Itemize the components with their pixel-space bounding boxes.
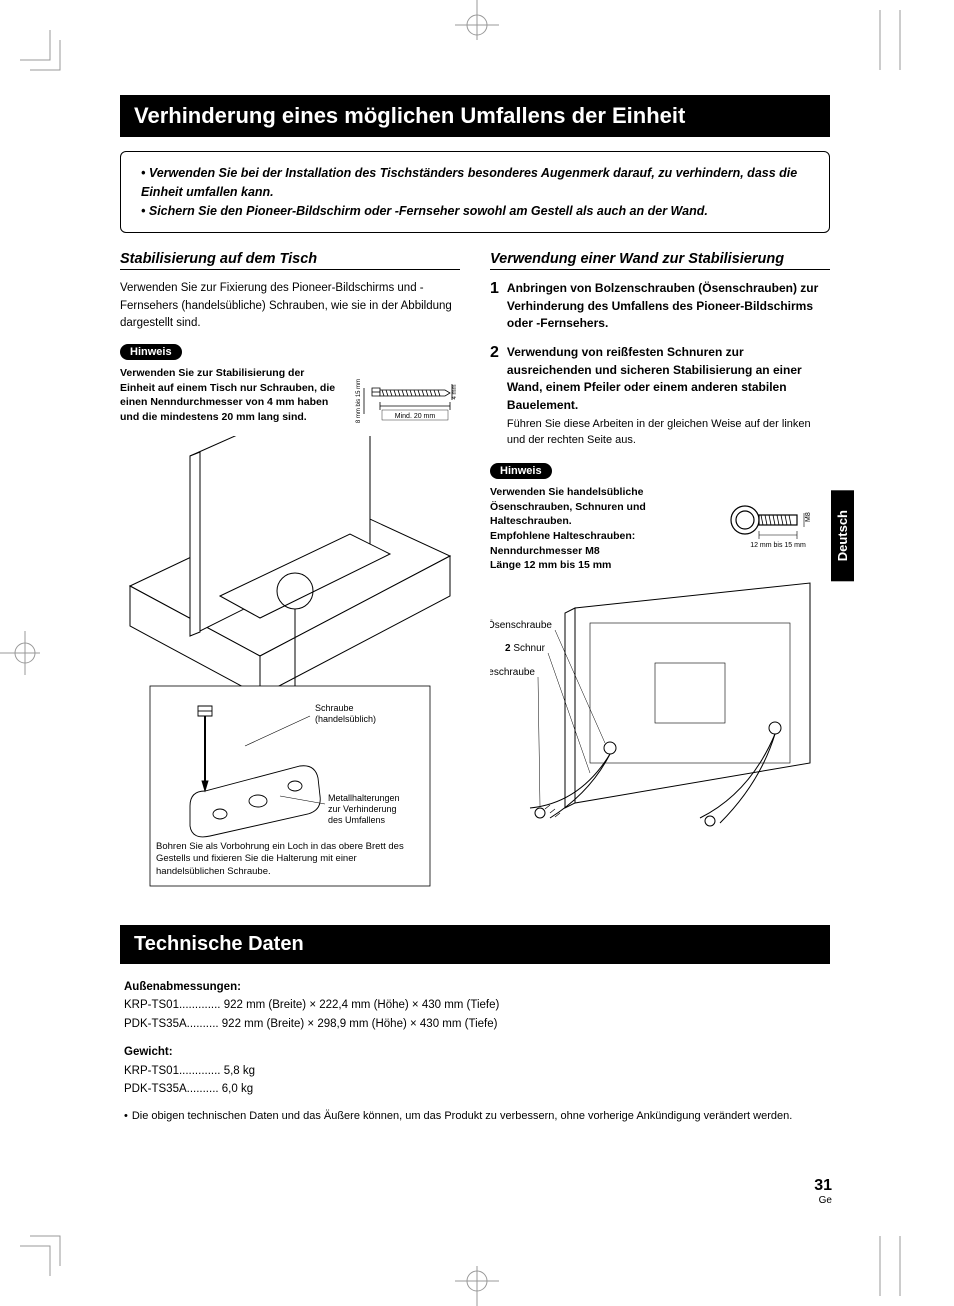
callout-bracket-1: Metallhalterungen: [328, 793, 400, 803]
warning-1: Verwenden Sie bei der Installation des T…: [141, 166, 797, 199]
right-subhead: Verwendung einer Wand zur Stabilisierung: [490, 251, 830, 270]
right-column: Verwendung einer Wand zur Stabilisierung…: [490, 251, 830, 901]
warning-2: Sichern Sie den Pioneer-Bildschirm oder …: [149, 204, 708, 218]
section-header-1: Verhinderung eines möglichen Umfallens d…: [120, 95, 830, 137]
svg-text:Metallhalterungen: Metallhalterungen: [328, 793, 400, 803]
ring-len: 12 mm bis 15 mm: [750, 542, 806, 549]
language-tab: Deutsch: [831, 490, 854, 581]
callout-screw-1: Schraube: [315, 703, 354, 713]
screw-diam-label: 4 mm: [452, 384, 458, 399]
label-hold: Halteschraube: [490, 667, 535, 678]
weight-1: KRP-TS01............. 5,8 kg: [124, 1062, 830, 1080]
step-2-text: Verwendung von reißfesten Schnuren zur a…: [507, 344, 830, 414]
svg-text:(handelsüblich): (handelsüblich): [315, 714, 376, 724]
dim-head: Außenabmessungen:: [124, 978, 830, 996]
tech-note: Die obigen technischen Daten und das Äuß…: [132, 1108, 792, 1126]
left-column: Stabilisierung auf dem Tisch Verwenden S…: [120, 251, 460, 901]
screw-dimension-diagram: Mind. 20 mm 8 mm bis 15 mm 4 mm: [350, 366, 460, 436]
svg-text:Schraube: Schraube: [315, 703, 354, 713]
screw-len-label: Mind. 20 mm: [395, 413, 436, 420]
svg-text:zur Verhinderung: zur Verhinderung: [328, 804, 397, 814]
eyebolt-diagram: M8 12 mm bis 15 mm: [720, 485, 830, 555]
label-eye: Ösenschraube: [490, 619, 552, 631]
ring-m8: M8: [805, 512, 812, 522]
label-cord: Schnur: [513, 643, 545, 654]
weight-head: Gewicht:: [124, 1043, 830, 1061]
hinweis-pill-left: Hinweis: [120, 344, 182, 360]
callout-screw-2: (handelsüblich): [315, 714, 376, 724]
hinweis-text-left: Verwenden Sie zur Stabilisierung der Ein…: [120, 366, 338, 425]
section-header-2: Technische Daten: [120, 925, 830, 964]
hinweis-pill-right: Hinweis: [490, 463, 552, 479]
left-intro: Verwenden Sie zur Fixierung des Pioneer-…: [120, 280, 460, 332]
svg-text:1 Ösenschraube: 1 Ösenschraube: [490, 619, 552, 631]
table-stand-diagram: Schraube (handelsüblich) Metallhalterung…: [120, 436, 460, 896]
tech-section: Technische Daten Außenabmessungen: KRP-T…: [120, 925, 830, 1126]
step-1-text: Anbringen von Bolzenschrauben (Ösenschra…: [507, 280, 830, 332]
svg-text:des Umfallens: des Umfallens: [328, 815, 386, 825]
screw-side-label: 8 mm bis 15 mm: [356, 379, 362, 423]
page-number: 31 Ge: [814, 1177, 832, 1206]
callout-bracket-2: zur Verhinderung: [328, 804, 397, 814]
dim-1: KRP-TS01............. 922 mm (Breite) × …: [124, 996, 830, 1014]
detail-note: Bohren Sie als Vorbohrung ein Loch in da…: [156, 841, 424, 878]
step-2-sub: Führen Sie diese Arbeiten in der gleiche…: [507, 416, 830, 449]
step-2-num: 2: [490, 344, 499, 449]
svg-text:2 Schnur: 2 Schnur: [505, 643, 546, 654]
dim-2: PDK-TS35A.......... 922 mm (Breite) × 29…: [124, 1015, 830, 1033]
step-1-num: 1: [490, 280, 499, 332]
warning-box: Verwenden Sie bei der Installation des T…: [120, 151, 830, 233]
hinweis-text-right: Verwenden Sie handelsübliche Ösenschraub…: [490, 485, 708, 573]
left-subhead: Stabilisierung auf dem Tisch: [120, 251, 460, 270]
callout-bracket-3: des Umfallens: [328, 815, 386, 825]
weight-2: PDK-TS35A.......... 6,0 kg: [124, 1080, 830, 1098]
wall-mount-diagram: 1 Ösenschraube 2 Schnur Halteschraube: [490, 573, 830, 853]
page-content: Verhinderung eines möglichen Umfallens d…: [120, 95, 830, 1126]
